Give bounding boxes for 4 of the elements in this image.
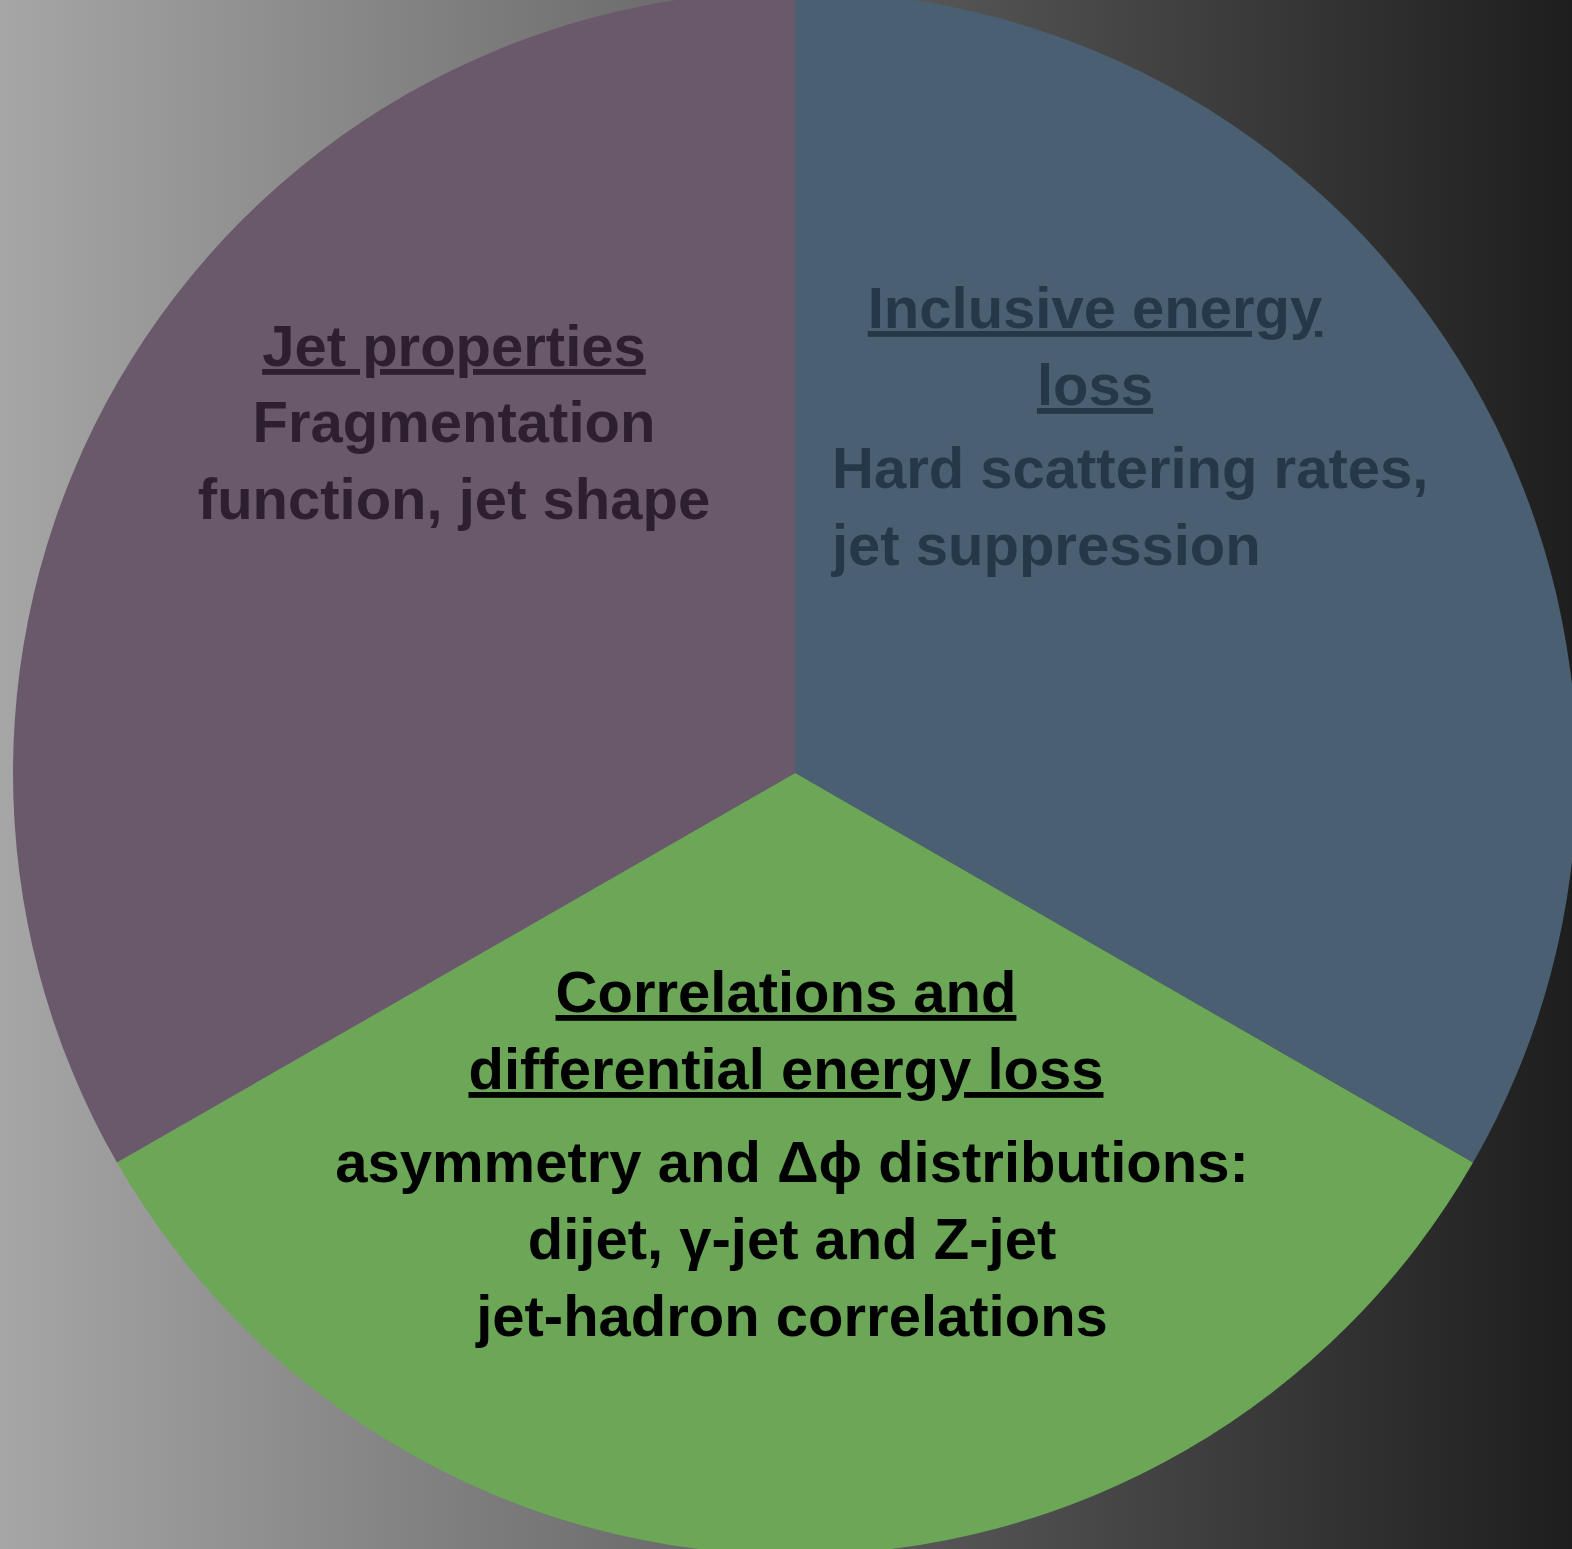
text: asymmetry and Δϕ distributions: dijet, γ-jet and Z-jet jet-hadron correlations [335,1129,1249,1348]
slice-label: Correlations and differential energy loss [468,959,1104,1101]
slice-label: Jet properties [262,313,646,378]
text: Fragmentation function, jet shape [197,389,711,531]
